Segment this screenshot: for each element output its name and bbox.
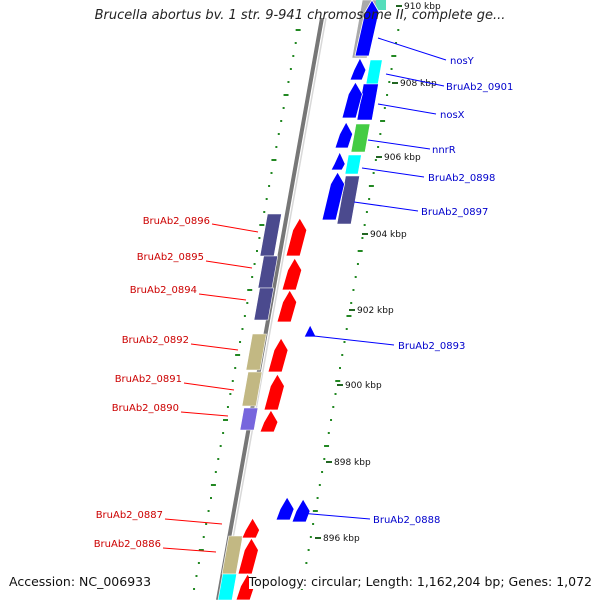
topology-text: Topology: circular; Length: 1,162,204 bp…: [248, 574, 592, 589]
forward-callout-line: [313, 335, 395, 346]
map-title: Brucella abortus bv. 1 str. 9-941 chromo…: [94, 8, 506, 23]
reverse-gene-label[interactable]: BruAb2_0887: [96, 510, 163, 521]
reverse-callout-line: [183, 382, 235, 391]
forward-callout-line: [377, 37, 447, 61]
reverse-gene-label[interactable]: BruAb2_0895: [137, 252, 204, 263]
cog-feature-box: [365, 59, 383, 85]
reverse-gene-arrow[interactable]: [241, 517, 261, 539]
cog-feature-box: [350, 123, 371, 153]
tick-label: 910 kbp: [404, 2, 441, 12]
tick-label: 900 kbp: [345, 381, 382, 391]
forward-gene-label[interactable]: nosX: [440, 110, 465, 121]
cog-feature-box: [245, 333, 267, 371]
reverse-callout-line: [162, 547, 217, 553]
cog-feature-box: [336, 175, 360, 225]
forward-gene-label[interactable]: BruAb2_0897: [421, 207, 488, 218]
reverse-gene-arrow[interactable]: [285, 217, 308, 257]
reverse-gene-label[interactable]: BruAb2_0892: [122, 335, 189, 346]
forward-gene-label[interactable]: BruAb2_0901: [446, 82, 513, 93]
reverse-gene-arrow[interactable]: [263, 373, 285, 411]
reverse-gene-arrow[interactable]: [259, 409, 279, 433]
forward-gene-label[interactable]: nosY: [450, 56, 475, 67]
tick-label: 908 kbp: [400, 79, 437, 89]
forward-gene-arrow[interactable]: [330, 151, 346, 171]
cog-feature-box: [217, 573, 238, 600]
forward-gene-arrow[interactable]: [349, 57, 367, 81]
forward-callout-line: [377, 103, 437, 115]
reverse-gene-label[interactable]: BruAb2_0890: [112, 403, 179, 414]
reverse-callout-line: [190, 343, 239, 351]
accession-text: Accession: NC_006933: [9, 574, 152, 589]
reverse-callout-line: [211, 223, 259, 233]
reverse-callout-line: [180, 411, 229, 417]
reverse-gene-arrow[interactable]: [237, 537, 259, 575]
reverse-gene-label[interactable]: BruAb2_0891: [115, 374, 182, 385]
tick-label: 902 kbp: [357, 306, 394, 316]
forward-callout-line: [299, 512, 371, 520]
forward-gene-arrow[interactable]: [275, 496, 295, 521]
reverse-callout-line: [205, 260, 253, 269]
tick-label: 904 kbp: [370, 230, 407, 240]
forward-callout-line: [367, 139, 431, 150]
forward-callout-line: [385, 73, 445, 87]
cog-feature-box: [239, 407, 259, 431]
forward-gene-arrow[interactable]: [354, 0, 380, 57]
gc-content-track: [193, 29, 400, 590]
reverse-gene-arrow[interactable]: [267, 337, 289, 373]
forward-gene-arrow[interactable]: [341, 81, 363, 119]
cog-feature-box: [376, 0, 386, 10]
cog-feature-box: [259, 213, 282, 257]
forward-gene-label[interactable]: BruAb2_0893: [398, 341, 465, 352]
reverse-gene-label[interactable]: BruAb2_0886: [94, 539, 161, 550]
forward-gene-arrow[interactable]: [302, 324, 317, 338]
reverse-gene-label[interactable]: BruAb2_0896: [143, 216, 210, 227]
cog-feature-box: [356, 83, 379, 121]
forward-callout-line: [361, 167, 425, 178]
reverse-gene-label[interactable]: BruAb2_0894: [130, 285, 197, 296]
forward-gene-label[interactable]: nnrR: [432, 145, 456, 156]
reverse-gene-arrow[interactable]: [281, 257, 303, 291]
reverse-callout-line: [164, 518, 223, 525]
forward-gene-arrow[interactable]: [321, 171, 346, 221]
forward-callout-line: [353, 201, 419, 212]
tick-label: 896 kbp: [323, 534, 360, 544]
reverse-gene-arrow[interactable]: [276, 289, 298, 323]
tick-label: 898 kbp: [334, 458, 371, 468]
cog-feature-box: [241, 371, 263, 407]
forward-gene-arrow[interactable]: [291, 498, 311, 523]
forward-gene-label[interactable]: BruAb2_0888: [373, 515, 440, 526]
tick-label: 906 kbp: [384, 153, 421, 163]
cog-feature-box: [253, 287, 275, 321]
forward-gene-arrow[interactable]: [334, 121, 354, 149]
cog-feature-box: [344, 154, 362, 175]
forward-gene-label[interactable]: BruAb2_0898: [428, 173, 495, 184]
reverse-callout-line: [198, 293, 247, 301]
